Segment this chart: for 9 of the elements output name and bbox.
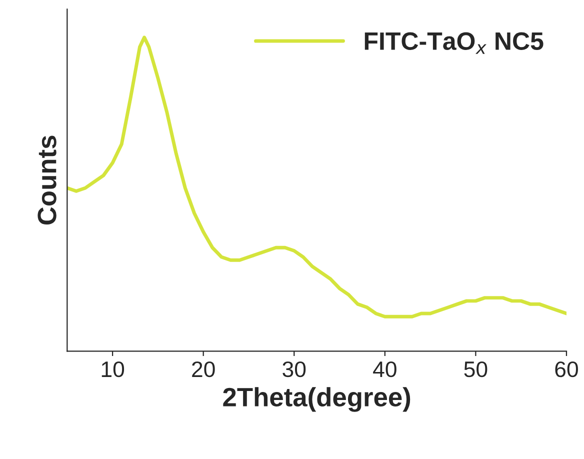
x-tick-label: 40: [373, 361, 396, 378]
x-tick-label: 10: [102, 361, 124, 378]
x-tick-label: 30: [282, 361, 306, 378]
x-tick-label: 60: [555, 361, 578, 378]
x-tick-label: 50: [464, 361, 488, 378]
x-tick-label: 20: [192, 361, 215, 378]
y-axis-title: Counts: [38, 136, 56, 225]
legend-label: FITC-TaO$_{x}$ NC5: [364, 32, 544, 54]
x-axis-title: 2Theta(degree): [223, 387, 410, 412]
